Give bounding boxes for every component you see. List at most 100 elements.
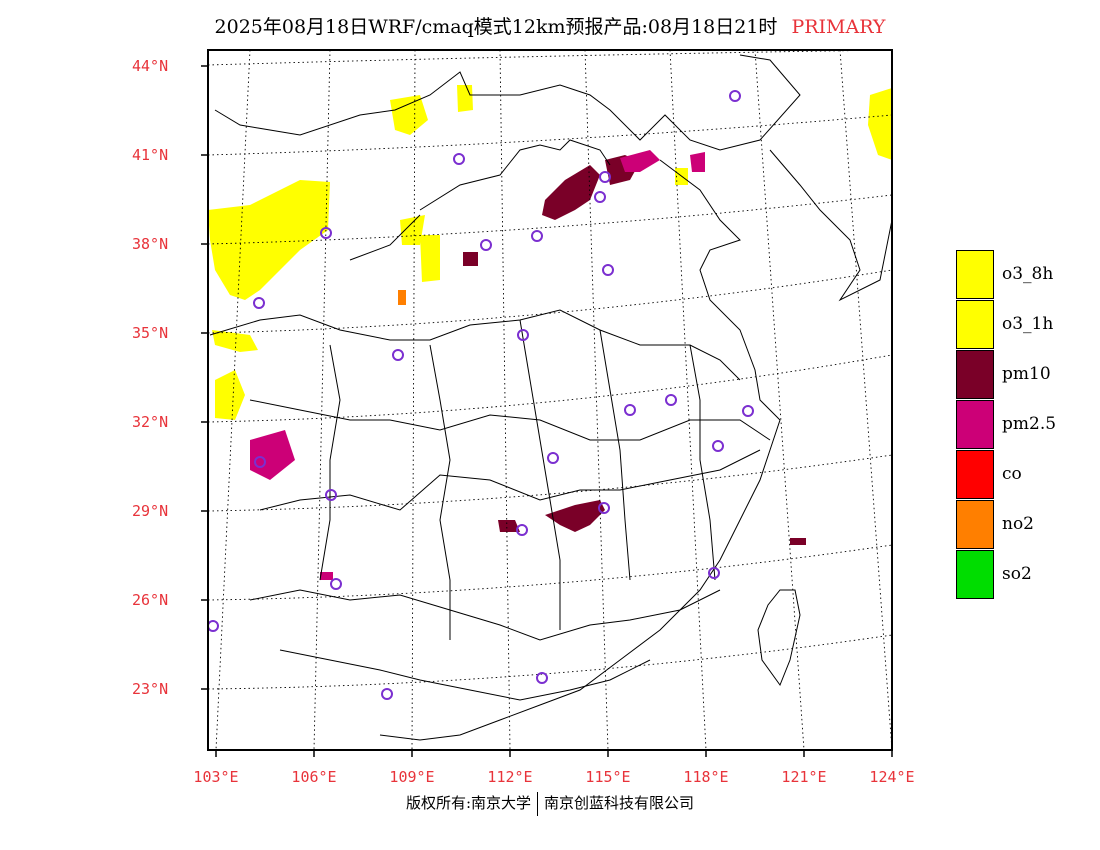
legend-swatch <box>956 499 994 549</box>
legend-label: o3_1h <box>1002 314 1054 334</box>
station-marker <box>665 394 677 406</box>
lat-label: 32°N <box>132 413 169 431</box>
station-marker <box>536 672 548 684</box>
o3-region <box>400 215 425 245</box>
lat-label: 29°N <box>132 502 169 520</box>
lat-label: 26°N <box>132 591 169 609</box>
o3-region <box>420 235 440 282</box>
o3-region <box>208 180 330 300</box>
station-marker <box>599 171 611 183</box>
province-border <box>429 344 451 640</box>
station-marker <box>254 456 266 468</box>
latitude-line <box>207 49 893 66</box>
latitude-line <box>207 544 893 601</box>
o3-region <box>212 330 258 352</box>
station-marker <box>392 349 404 361</box>
station-marker <box>330 578 342 590</box>
station-marker <box>547 452 559 464</box>
province-border <box>249 399 771 441</box>
station-markers <box>207 90 754 700</box>
legend-label: pm2.5 <box>1002 414 1057 434</box>
station-marker <box>381 688 393 700</box>
graticule <box>207 49 893 751</box>
o3-region <box>868 88 892 160</box>
province-border <box>519 319 561 630</box>
coastline <box>379 159 781 741</box>
latitude-line <box>207 634 893 690</box>
lon-label: 106°E <box>291 768 337 786</box>
legend-swatch <box>956 299 994 349</box>
legend-swatch <box>956 399 994 449</box>
legend-item-co: co <box>956 449 1100 499</box>
legend-item-o3-8h: o3_8h <box>956 249 1100 299</box>
title-main: 2025年08月18日WRF/cmaq模式12km预报产品:08月18日21时 <box>214 16 778 38</box>
pm25-region <box>620 150 660 172</box>
copyright-owner: 版权所有:南京大学 <box>405 794 532 812</box>
lon-label: 115°E <box>585 768 631 786</box>
station-marker <box>594 191 606 203</box>
station-marker <box>624 404 636 416</box>
station-marker <box>253 297 265 309</box>
longitude-line <box>499 49 511 751</box>
latitude-line <box>207 354 893 423</box>
latitude-line <box>207 194 893 245</box>
province-borders <box>209 54 893 741</box>
map-frame <box>207 49 893 751</box>
taiwan-outline <box>757 589 801 687</box>
footer-divider <box>537 792 539 816</box>
latitude-line <box>207 454 893 512</box>
pm25-region <box>320 572 333 580</box>
station-marker <box>729 90 741 102</box>
lon-label: 112°E <box>487 768 533 786</box>
legend-label: pm10 <box>1002 364 1051 384</box>
station-marker <box>320 227 332 239</box>
pollution-fill <box>208 85 892 580</box>
province-border <box>419 139 611 211</box>
pm10-region <box>463 252 478 266</box>
station-marker <box>742 405 754 417</box>
legend-swatch <box>956 249 994 299</box>
province-border <box>209 309 741 381</box>
map-title: 2025年08月18日WRF/cmaq模式12km预报产品:08月18日21时 P… <box>0 12 1100 39</box>
legend-swatch <box>956 449 994 499</box>
copyright-footer: 版权所有:南京大学 南京创蓝科技有限公司 <box>0 792 1100 816</box>
longitude-line <box>313 49 331 751</box>
station-marker <box>531 230 543 242</box>
station-marker <box>602 264 614 276</box>
legend-label: co <box>1002 464 1022 484</box>
lon-label: 121°E <box>781 768 827 786</box>
station-marker <box>207 620 219 632</box>
legend-swatch <box>956 549 994 599</box>
station-marker <box>453 153 465 165</box>
latitude-line <box>207 114 893 156</box>
province-border <box>259 449 761 511</box>
lon-label: 118°E <box>683 768 729 786</box>
legend-label: so2 <box>1002 564 1032 584</box>
legend-label: no2 <box>1002 514 1034 534</box>
o3-region <box>390 95 428 135</box>
pm10-region <box>790 538 806 545</box>
lon-label: 103°E <box>193 768 239 786</box>
latitude-line <box>207 269 893 334</box>
province-border <box>689 344 716 581</box>
china-border-north <box>214 54 801 151</box>
o3-region <box>215 370 245 420</box>
province-border <box>349 214 421 261</box>
title-tag: PRIMARY <box>791 16 886 38</box>
pm25-region <box>250 430 295 480</box>
station-marker <box>516 524 528 536</box>
legend-item-pm25: pm2.5 <box>956 399 1100 449</box>
lon-label: 124°E <box>869 768 915 786</box>
pm10-region <box>542 165 600 220</box>
station-marker <box>325 489 337 501</box>
station-marker <box>598 502 610 514</box>
legend-item-o3-1h: o3_1h <box>956 299 1100 349</box>
legend-item-no2: no2 <box>956 499 1100 549</box>
legend-label: o3_8h <box>1002 264 1054 284</box>
lat-label: 41°N <box>132 146 169 164</box>
copyright-company: 南京创蓝科技有限公司 <box>544 794 695 812</box>
province-border <box>599 329 631 581</box>
legend-item-so2: so2 <box>956 549 1100 599</box>
pm10-region <box>498 520 520 532</box>
province-border <box>319 344 341 581</box>
